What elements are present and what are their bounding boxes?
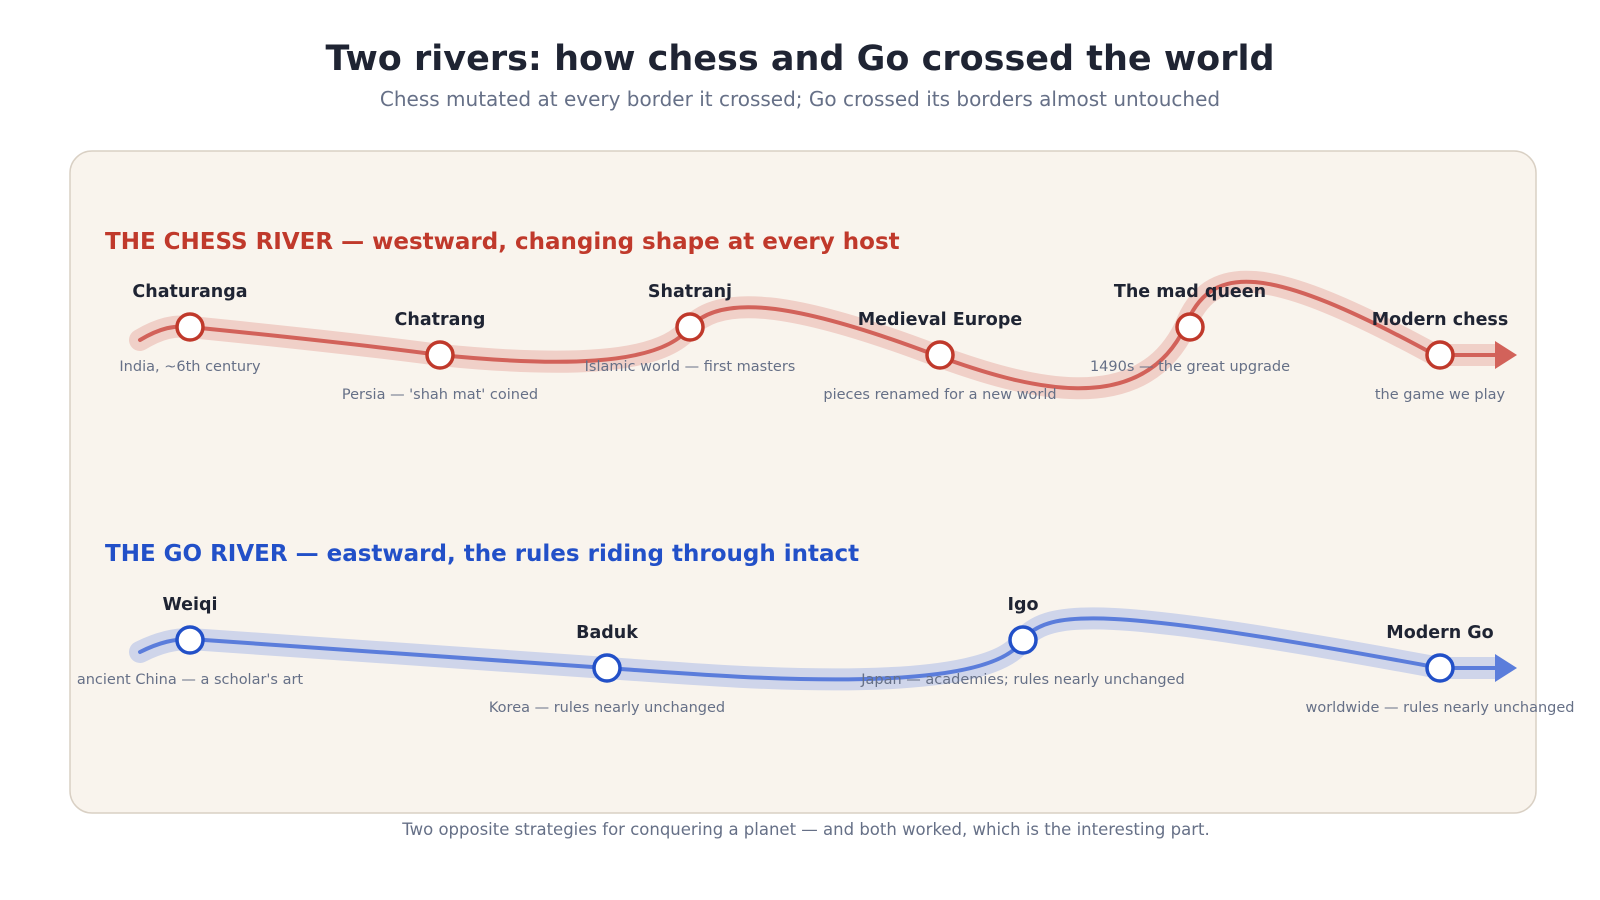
go-stage-label: Modern Go	[1386, 623, 1493, 643]
chess-stage-label: Shatranj	[648, 282, 732, 302]
go-stage-node	[1008, 625, 1038, 655]
chess-stage: Chaturanga India, ~6th century	[119, 282, 261, 375]
chess-stage-label: Modern chess	[1372, 310, 1509, 330]
go-river-arrowhead	[1495, 654, 1517, 682]
chess-river: THE CHESS RIVER — westward, changing sha…	[105, 229, 1517, 403]
go-stage-label: Weiqi	[162, 595, 217, 615]
go-stage-label: Igo	[1007, 595, 1038, 615]
go-river: THE GO RIVER — eastward, the rules ridin…	[77, 541, 1575, 716]
chess-stage-node	[1175, 312, 1205, 342]
go-stage-node	[175, 625, 205, 655]
chess-stage-note: 1490s — the great upgrade	[1090, 359, 1290, 375]
footer-caption: Two opposite strategies for conquering a…	[401, 820, 1209, 839]
chess-stage: Chatrang Persia — 'shah mat' coined	[342, 310, 538, 403]
chess-stage-note: Persia — 'shah mat' coined	[342, 387, 538, 403]
chess-stage-label: Chaturanga	[132, 282, 247, 302]
chess-stage: Modern chess the game we play	[1372, 310, 1509, 403]
chess-stage-node	[925, 340, 955, 370]
chess-stage-node	[1425, 340, 1455, 370]
chess-stage-label: Chatrang	[395, 310, 486, 330]
chess-stage-note: the game we play	[1375, 387, 1506, 403]
page-title: Two rivers: how chess and Go crossed the…	[325, 39, 1274, 79]
go-stage-node	[592, 653, 622, 683]
go-stage: Baduk Korea — rules nearly unchanged	[489, 623, 725, 716]
chess-stage: Shatranj Islamic world — first masters	[585, 282, 796, 375]
go-stage-label: Baduk	[576, 623, 638, 643]
go-stage: Igo Japan — academies; rules nearly unch…	[860, 595, 1185, 688]
page-subtitle: Chess mutated at every border it crossed…	[380, 87, 1220, 111]
go-river-heading: THE GO RIVER — eastward, the rules ridin…	[105, 541, 859, 567]
chess-stage: The mad queen 1490s — the great upgrade	[1090, 282, 1290, 375]
go-stage-note: Japan — academies; rules nearly unchange…	[860, 672, 1185, 688]
chess-stage-node	[175, 312, 205, 342]
chess-stage-node	[675, 312, 705, 342]
go-stage: Modern Go worldwide — rules nearly uncha…	[1305, 623, 1574, 716]
go-stage: Weiqi ancient China — a scholar's art	[77, 595, 304, 688]
chess-stage-note: pieces renamed for a new world	[823, 387, 1056, 403]
chess-stage-label: Medieval Europe	[858, 310, 1023, 330]
chess-stage: Medieval Europe pieces renamed for a new…	[823, 310, 1056, 403]
chess-stage-node	[425, 340, 455, 370]
go-stage-note: Korea — rules nearly unchanged	[489, 700, 725, 716]
go-stage-note: ancient China — a scholar's art	[77, 672, 304, 688]
chess-stage-label: The mad queen	[1114, 282, 1266, 302]
go-stage-node	[1425, 653, 1455, 683]
chess-river-heading: THE CHESS RIVER — westward, changing sha…	[105, 229, 900, 255]
chess-river-line	[138, 279, 1497, 391]
chess-stage-note: Islamic world — first masters	[585, 359, 796, 375]
go-river-line	[138, 616, 1497, 682]
chess-stage-note: India, ~6th century	[119, 359, 261, 375]
go-stage-note: worldwide — rules nearly unchanged	[1305, 700, 1574, 716]
chess-river-arrowhead	[1495, 341, 1517, 369]
